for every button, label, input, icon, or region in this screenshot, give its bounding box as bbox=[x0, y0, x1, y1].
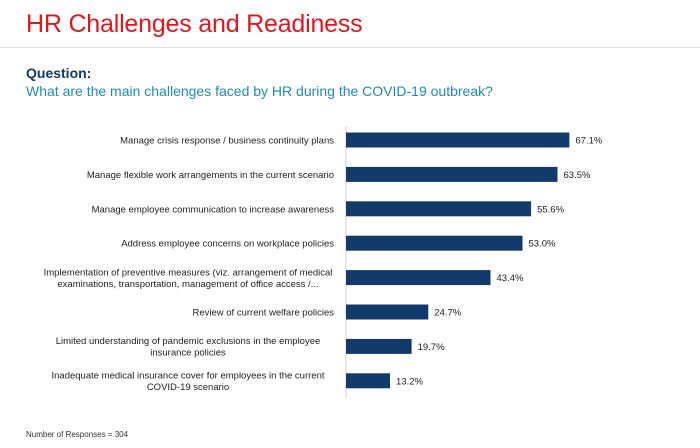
title-divider bbox=[0, 47, 700, 48]
category-label: Limited understanding of pandemic exclus… bbox=[56, 336, 321, 347]
bar-value-label: 43.4% bbox=[497, 273, 524, 284]
bar bbox=[346, 166, 558, 182]
bar bbox=[346, 304, 429, 320]
bar-value-label: 55.6% bbox=[537, 204, 564, 215]
category-label: Review of current welfare policies bbox=[192, 308, 334, 319]
question-label: Question: bbox=[26, 65, 92, 81]
bar bbox=[346, 270, 491, 286]
bar bbox=[346, 132, 570, 148]
category-label: Manage employee communication to increas… bbox=[92, 204, 335, 215]
bar-value-label: 67.1% bbox=[575, 136, 602, 147]
page-title: HR Challenges and Readiness bbox=[26, 10, 363, 38]
category-label: Manage crisis response / business contin… bbox=[120, 136, 334, 147]
question-text: What are the main challenges faced by HR… bbox=[26, 83, 493, 99]
bar-value-label: 19.7% bbox=[418, 342, 445, 353]
responses-footnote: Number of Responses = 304 bbox=[26, 430, 129, 439]
bar bbox=[346, 373, 390, 389]
bar bbox=[346, 338, 412, 354]
category-label: Inadequate medical insurance cover for e… bbox=[51, 371, 324, 382]
bar-value-label: 63.5% bbox=[564, 170, 591, 181]
category-label: insurance policies bbox=[150, 348, 226, 359]
category-label: examinations, transportation, management… bbox=[57, 279, 318, 290]
category-label: COVID-19 scenario bbox=[147, 382, 229, 393]
bar bbox=[346, 201, 532, 217]
category-label: Implementation of preventive measures (v… bbox=[44, 267, 333, 278]
bar bbox=[346, 235, 523, 251]
bar-value-label: 24.7% bbox=[434, 308, 461, 319]
bar-value-label: 13.2% bbox=[396, 376, 423, 387]
category-label: Manage flexible work arrangements in the… bbox=[87, 170, 334, 181]
category-label: Address employee concerns on workplace p… bbox=[121, 239, 334, 250]
bar-value-label: 53.0% bbox=[529, 239, 556, 250]
